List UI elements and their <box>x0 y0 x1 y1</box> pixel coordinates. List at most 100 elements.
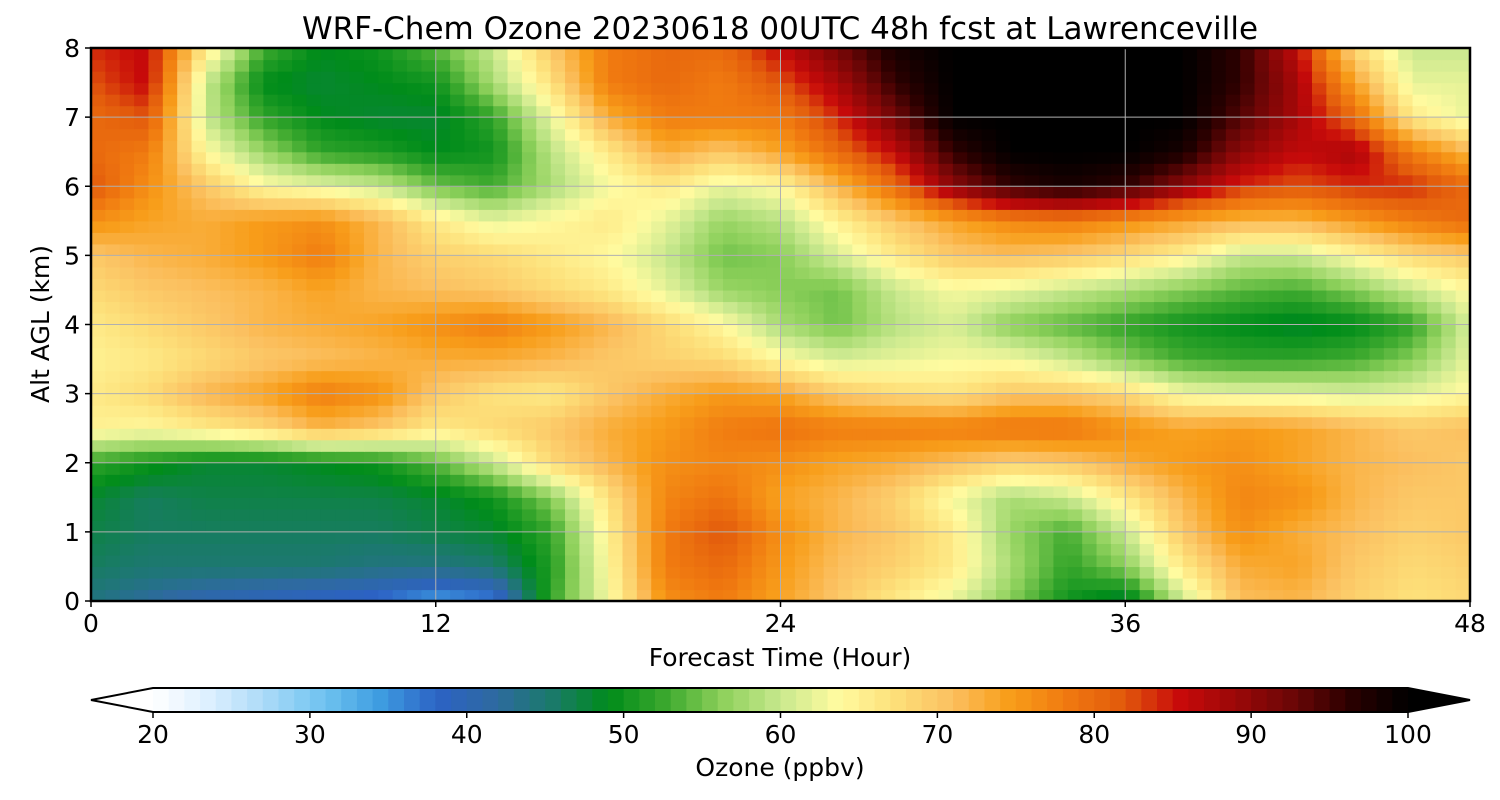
field-cell <box>1197 566 1213 579</box>
field-cell <box>837 474 853 487</box>
field-cell <box>1412 71 1428 84</box>
field-cell <box>1110 140 1126 153</box>
field-cell <box>220 71 236 84</box>
field-cell <box>866 163 882 176</box>
field-cell <box>1053 462 1069 475</box>
field-cell <box>1455 94 1471 107</box>
field-cell <box>335 232 351 245</box>
field-cell <box>464 71 480 84</box>
field-cell <box>550 163 566 176</box>
field-cell <box>493 531 509 544</box>
field-cell <box>1211 197 1227 210</box>
field-cell <box>1240 105 1256 118</box>
field-cell <box>593 428 609 441</box>
field-cell <box>464 359 480 372</box>
field-cell <box>363 416 379 429</box>
field-cell <box>1067 232 1083 245</box>
field-cell <box>435 301 451 314</box>
field-cell <box>134 554 150 568</box>
field-cell <box>507 324 523 337</box>
field-cell <box>335 186 351 199</box>
field-cell <box>852 451 868 464</box>
field-cell <box>177 220 193 233</box>
field-cell <box>967 462 983 475</box>
field-cell <box>1096 405 1112 418</box>
field-cell <box>1010 232 1026 245</box>
field-cell <box>1067 243 1083 256</box>
field-cell <box>320 82 336 95</box>
field-cell <box>306 151 322 164</box>
field-cell <box>1168 393 1184 406</box>
field-cell <box>435 451 451 464</box>
field-cell <box>1283 370 1299 383</box>
field-cell <box>306 128 322 141</box>
field-cell <box>464 266 480 280</box>
field-cell <box>1355 589 1371 602</box>
field-cell <box>478 94 494 107</box>
field-cell <box>349 405 365 418</box>
field-cell <box>1340 128 1356 141</box>
field-cell <box>708 359 724 372</box>
field-cell <box>608 589 624 602</box>
field-cell <box>881 117 897 130</box>
field-cell <box>450 82 466 95</box>
field-cell <box>177 554 193 568</box>
field-cell <box>1340 508 1356 521</box>
field-cell <box>220 301 236 314</box>
field-cell <box>1355 59 1371 72</box>
field-cell <box>636 174 652 187</box>
field-cell <box>938 577 954 591</box>
field-cell <box>1197 243 1213 256</box>
field-cell <box>593 416 609 429</box>
field-cell <box>1412 151 1428 164</box>
field-cell <box>507 312 523 326</box>
field-cell <box>1082 255 1098 268</box>
field-cell <box>895 220 911 233</box>
field-cell <box>349 128 365 141</box>
field-cell <box>852 462 868 475</box>
field-cell <box>1039 174 1055 187</box>
field-cell <box>220 197 236 210</box>
field-cell <box>521 462 537 475</box>
field-cell <box>277 301 293 314</box>
field-cell <box>134 405 150 418</box>
field-cell <box>234 347 250 360</box>
field-cell <box>1197 174 1213 187</box>
field-cell <box>263 531 279 544</box>
field-cell <box>837 59 853 72</box>
field-cell <box>938 255 954 268</box>
field-cell <box>91 370 106 383</box>
field-cell <box>766 589 782 602</box>
field-cell <box>909 359 925 372</box>
field-cell <box>335 359 351 372</box>
field-cell <box>1240 151 1256 164</box>
field-cell <box>895 128 911 141</box>
field-cell <box>1254 370 1270 383</box>
field-cell <box>565 255 580 268</box>
field-cell <box>1426 128 1442 141</box>
field-cell <box>378 405 394 418</box>
field-cell <box>91 94 106 107</box>
field-cell <box>766 278 782 291</box>
field-cell <box>392 347 408 360</box>
field-cell <box>1383 566 1399 579</box>
field-cell <box>1110 278 1126 291</box>
field-cell <box>162 324 178 337</box>
field-cell <box>938 428 954 441</box>
field-cell <box>292 301 308 314</box>
field-cell <box>1426 232 1442 245</box>
field-cell <box>234 48 250 61</box>
field-cell <box>708 71 724 84</box>
field-cell <box>263 48 279 61</box>
field-cell <box>1125 174 1141 187</box>
field-cell <box>335 243 351 256</box>
field-cell <box>1197 393 1213 406</box>
field-cell <box>550 462 566 475</box>
field-cell <box>1441 163 1457 176</box>
field-cell <box>320 451 336 464</box>
field-cell <box>550 243 566 256</box>
field-cell <box>1326 117 1342 130</box>
field-cell <box>938 543 954 556</box>
field-cell <box>895 405 911 418</box>
field-cell <box>952 278 968 291</box>
